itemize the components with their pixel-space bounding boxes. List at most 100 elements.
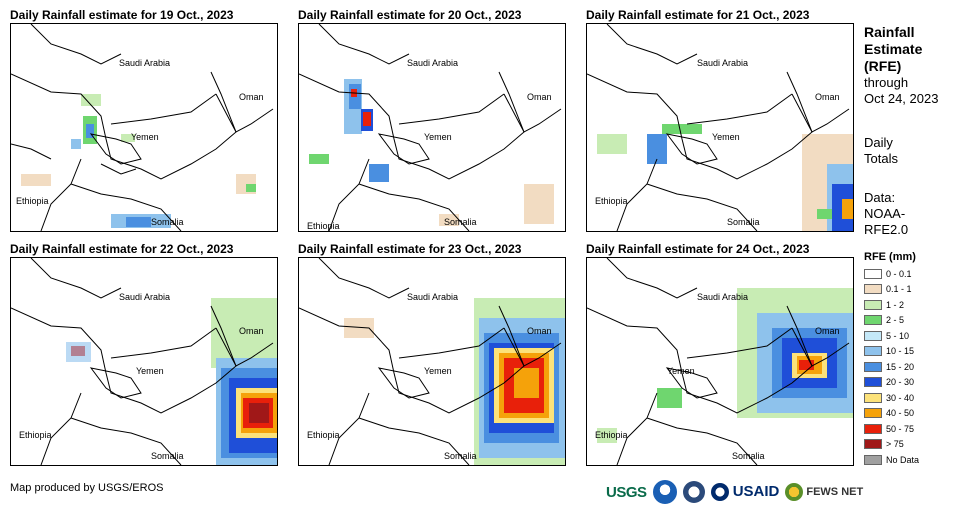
usgs-logo: USGS [606,484,647,501]
map-panel-4: Saudi Arabia Oman Yemen Ethiopia Somalia [10,257,278,466]
map-label-oman-4: Oman [239,326,264,336]
legend-item: 20 - 30 [864,375,919,391]
noaa-logo-icon [652,480,677,504]
through-label: through [864,75,909,90]
legend-item: 0.1 - 1 [864,282,919,298]
map-label-oman-1: Oman [239,92,264,102]
legend-label: 50 - 75 [886,423,915,434]
map-svg-2: Saudi Arabia Oman Yemen Ethiopia Somalia [299,24,562,231]
map-label-ethiopia-4: Ethiopia [19,430,52,440]
daily-label: Daily [864,135,893,150]
legend-swatch [864,392,882,403]
legend-label: > 75 [886,439,904,450]
sidebar-daily: Daily Totals [864,135,898,167]
map-label-yemen-1: Yemen [131,132,159,142]
map-label-saudi-6: Saudi Arabia [697,292,748,302]
map-label-somalia-3: Somalia [727,217,760,227]
panel-title-4: Daily Rainfall estimate for 22 Oct., 202… [10,242,234,256]
panel-title-3: Daily Rainfall estimate for 21 Oct., 202… [586,8,810,22]
map-svg-6: Saudi Arabia Oman Yemen Ethiopia Somalia [587,258,853,465]
legend-swatch [864,268,882,279]
legend-item: 50 - 75 [864,421,919,437]
legend-swatch [864,423,882,434]
map-label-oman-3: Oman [815,92,840,102]
map-label-saudi-5: Saudi Arabia [407,292,458,302]
legend-item: 1 - 2 [864,297,919,313]
usda-seal-icon [682,481,705,503]
source-line-2: RFE2.0 [864,222,909,237]
map-label-ethiopia-3: Ethiopia [595,196,628,206]
map-label-yemen-5: Yemen [424,366,452,376]
legend-item: > 75 [864,437,919,453]
map-label-oman-5: Oman [527,326,552,336]
panel-title-2: Daily Rainfall estimate for 20 Oct., 202… [298,8,522,22]
legend-swatch [864,330,882,341]
panel-title-5: Daily Rainfall estimate for 23 Oct., 202… [298,242,522,256]
legend-label: 20 - 30 [886,377,915,388]
rain-layer-3 [597,124,853,231]
legend-title: RFE (mm) [864,251,916,263]
legend-label: 40 - 50 [886,408,915,419]
legend-label: 1 - 2 [886,299,905,310]
map-label-yemen-4: Yemen [136,366,164,376]
legend-swatch [864,361,882,372]
legend-label: 0.1 - 1 [886,284,912,295]
map-label-ethiopia-2: Ethiopia [307,221,340,231]
borders-4 [11,258,274,465]
legend-label: 10 - 15 [886,346,915,357]
legend-item: 2 - 5 [864,313,919,329]
map-svg-3: Saudi Arabia Oman Yemen Ethiopia Somalia [587,24,853,231]
map-svg-1: Saudi Arabia Oman Yemen Ethiopia Somalia [11,24,274,231]
totals-label: Totals [864,151,898,166]
sidebar-data: Data: NOAA- RFE2.0 [864,190,908,238]
through-date: Oct 24, 2023 [864,91,939,106]
borders-1 [11,24,274,231]
legend-swatch [864,346,882,357]
map-label-saudi-1: Saudi Arabia [119,58,170,68]
legend-label: 30 - 40 [886,392,915,403]
legend-item: 30 - 40 [864,390,919,406]
credit-text: Map produced by USGS/EROS [10,482,164,494]
map-label-ethiopia-6: Ethiopia [595,430,628,440]
legend-item: 5 - 10 [864,328,919,344]
map-label-ethiopia-5: Ethiopia [307,430,340,440]
legend-label: No Data [886,454,920,465]
map-label-somalia-4: Somalia [151,451,184,461]
rain-layer-6 [597,288,853,443]
borders-3 [587,24,850,231]
legend-label: 0 - 0.1 [886,268,912,279]
sidebar-title: Rainfall Estimate (RFE) through Oct 24, … [864,24,938,107]
legend-label: 5 - 10 [886,330,910,341]
legend: RFE (mm) 0 - 0.1 0.1 - 1 1 - 2 2 - 5 5 - 10 1… [864,251,919,468]
legend-item: 0 - 0.1 [864,266,919,282]
map-label-somalia-1: Somalia [151,217,184,227]
legend-swatch [864,315,882,326]
legend-swatch [864,377,882,388]
legend-swatch [864,284,882,295]
rain-layer-1 [21,94,256,228]
map-label-saudi-4: Saudi Arabia [119,292,170,302]
map-svg-5: Saudi Arabia Oman Yemen Ethiopia Somalia [299,258,565,465]
usaid-seal-icon [710,483,729,502]
map-label-saudi-3: Saudi Arabia [697,58,748,68]
title-line-1: Rainfall [864,24,915,40]
map-label-yemen-2: Yemen [424,132,452,142]
map-label-saudi-2: Saudi Arabia [407,58,458,68]
legend-swatch [864,439,882,450]
map-panel-2: Saudi Arabia Oman Yemen Ethiopia Somalia [298,23,566,232]
usaid-logo: USAID [710,482,780,502]
legend-swatch [864,299,882,310]
map-panel-3: Saudi Arabia Oman Yemen Ethiopia Somalia [586,23,854,232]
legend-item: 10 - 15 [864,344,919,360]
rain-layer-5 [344,298,565,465]
legend-label: 2 - 5 [886,315,905,326]
map-label-somalia-5: Somalia [444,451,477,461]
usaid-logo-text: USAID [732,482,780,500]
map-label-yemen-3: Yemen [712,132,740,142]
map-label-oman-2: Oman [527,92,552,102]
source-line-1: NOAA- [864,206,906,221]
legend-item: 15 - 20 [864,359,919,375]
borders-2 [299,24,562,231]
legend-label: 15 - 20 [886,361,915,372]
data-label: Data: [864,190,896,205]
